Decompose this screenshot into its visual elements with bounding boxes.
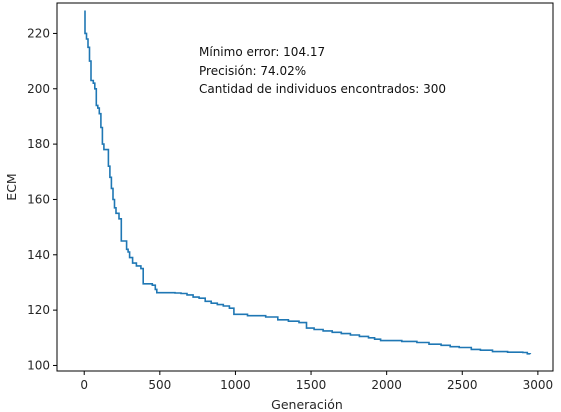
y-tick-label: 180 — [27, 137, 50, 151]
series-line-ecm — [84, 10, 532, 355]
y-tick-label: 220 — [27, 26, 50, 40]
x-tick-label: 2000 — [371, 378, 402, 392]
x-tick-label: 2500 — [447, 378, 478, 392]
x-tick-label: 0 — [80, 378, 88, 392]
y-axis-title: ECM — [4, 173, 19, 200]
annotation-precision: Precisión: 74.02% — [199, 64, 306, 78]
plot-area — [56, 2, 554, 372]
y-tick-label: 100 — [27, 358, 50, 372]
x-tick-label: 1000 — [220, 378, 251, 392]
annotation-min-error: Mínimo error: 104.17 — [199, 45, 325, 59]
x-axis-title: Generación — [271, 397, 343, 412]
x-axis: 0 500 1000 1500 2000 2500 3000 — [80, 371, 553, 392]
y-axis: 100 120 140 160 180 200 220 — [27, 26, 57, 372]
y-tick-label: 120 — [27, 303, 50, 317]
x-tick-label: 1500 — [296, 378, 327, 392]
y-tick-label: 140 — [27, 248, 50, 262]
y-tick-label: 160 — [27, 192, 50, 206]
x-tick-label: 500 — [148, 378, 171, 392]
x-tick-label: 3000 — [523, 378, 554, 392]
annotation-individuals: Cantidad de individuos encontrados: 300 — [199, 82, 446, 96]
y-tick-label: 200 — [27, 82, 50, 96]
